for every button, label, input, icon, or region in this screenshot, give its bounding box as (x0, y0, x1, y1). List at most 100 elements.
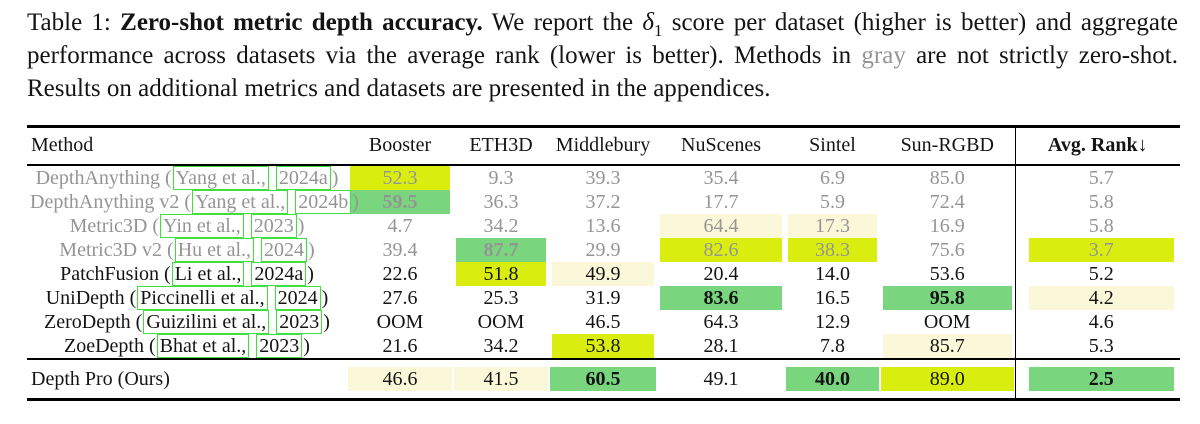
value-cell-avg-rank: 2.5 (1014, 359, 1180, 400)
method-name: DepthAnything ( (35, 166, 172, 189)
value: 5.2 (1088, 263, 1114, 285)
citation-link[interactable]: Guizilini et al., (143, 309, 270, 334)
citation-link[interactable]: 2024b (295, 189, 352, 214)
value-cell-sun-rgbd: 85.7 (880, 334, 1015, 359)
value-cell-nuscenes: 20.4 (657, 262, 785, 286)
value-cell-sintel: 5.9 (785, 190, 880, 214)
highlighted-value-best: 60.5 (550, 367, 656, 391)
method-name: ZeroDepth ( (44, 310, 143, 333)
table-row: Metric3D v2 (Hu et al., 2024) 39.4 87.7 29.… (27, 237, 1180, 262)
results-table: Method Booster ETH3D Middlebury NuScenes… (27, 125, 1180, 401)
value-cell-nuscenes: 35.4 (657, 165, 785, 190)
value-cell-eth3d: 9.3 (453, 165, 549, 190)
value: 22.6 (382, 263, 418, 285)
value-cell-avg-rank: 4.6 (1014, 310, 1180, 334)
caption-text: are not strictly zero-shot. Results on a… (27, 42, 1178, 102)
method-name: ZoeDepth ( (64, 334, 156, 357)
value-cell-middlebury: 29.9 (549, 238, 657, 262)
value: 4.6 (1088, 311, 1114, 333)
method-cell: Metric3D v2 (Hu et al., 2024) (27, 237, 347, 262)
method-cell: ZoeDepth (Bhat et al., 2023) (27, 333, 347, 359)
value-cell-eth3d: 87.7 (453, 238, 549, 262)
citation-link[interactable]: Yin et al., (159, 213, 244, 238)
value-cell-eth3d: 36.3 (453, 190, 549, 214)
highlighted-value-third: 85.7 (883, 334, 1012, 358)
method-name: ) (308, 238, 315, 261)
value-cell-nuscenes: 82.6 (657, 238, 785, 262)
value: 20.4 (703, 263, 739, 285)
value-cell-nuscenes: 64.4 (657, 214, 785, 238)
method-cell: ZeroDepth (Guizilini et al., 2023) (27, 309, 347, 334)
citation-link[interactable]: Hu et al., (174, 237, 255, 262)
column-header-eth3d: ETH3D (453, 126, 549, 166)
method-name: Metric3D v2 ( (59, 238, 174, 261)
value: OOM (376, 311, 424, 333)
value: 13.6 (585, 215, 621, 237)
value-cell-sun-rgbd: 89.0 (880, 359, 1015, 400)
value-cell-sun-rgbd: 72.4 (880, 190, 1015, 214)
citation-link[interactable]: Li et al., (171, 261, 245, 286)
highlighted-value-second: 51.8 (456, 262, 546, 286)
table-final-row-section: Depth Pro (Ours) 46.6 41.5 60.5 49.1 40.0 89.0… (27, 359, 1180, 400)
column-header-booster: Booster (347, 126, 453, 166)
method-name: ) (352, 190, 359, 213)
highlighted-value-second: 38.3 (788, 238, 877, 262)
value-cell-eth3d: OOM (453, 310, 549, 334)
value-cell-sintel: 12.9 (785, 310, 880, 334)
value: 35.4 (703, 167, 739, 189)
citation-link[interactable]: 2023 (250, 213, 297, 238)
value: 85.0 (929, 167, 965, 189)
citation-link[interactable]: Yang et al., (192, 189, 289, 214)
highlighted-value-third: 41.5 (454, 367, 548, 391)
value-cell-avg-rank: 5.8 (1014, 214, 1180, 238)
citation-link[interactable]: Yang et al., (172, 165, 269, 190)
value-cell-sintel: 38.3 (785, 238, 880, 262)
method-name: ) (331, 166, 339, 189)
highlighted-value-second: 89.0 (881, 367, 1014, 391)
value: 49.1 (703, 368, 739, 390)
method-cell: PatchFusion (Li et al., 2024a) (27, 261, 347, 286)
column-header-sintel: Sintel (785, 126, 880, 166)
caption-gray-word: gray (861, 42, 906, 69)
delta-symbol: δ (642, 9, 654, 36)
table-row: DepthAnything (Yang et al., 2024a) 52.3 9.… (27, 165, 1180, 190)
value-cell-booster: 22.6 (347, 262, 453, 286)
value: OOM (923, 311, 971, 333)
value: 9.3 (488, 167, 514, 189)
value-cell-sun-rgbd: OOM (880, 310, 1015, 334)
method-cell: Metric3D (Yin et al., 2023) (27, 213, 347, 238)
value-cell-sun-rgbd: 85.0 (880, 165, 1015, 190)
method-name: Metric3D ( (69, 214, 159, 237)
citation-link[interactable]: 2023 (276, 309, 323, 334)
citation-link[interactable]: 2024a (251, 261, 307, 286)
caption-text: score per dataset (higher is better) and… (27, 9, 1178, 69)
value-cell-booster: 52.3 (347, 165, 453, 190)
citation-link[interactable]: 2024a (275, 165, 331, 190)
method-cell: DepthAnything v2 (Yang et al., 2024b) (27, 189, 359, 214)
value-cell-sun-rgbd: 95.8 (880, 286, 1015, 310)
citation-link[interactable]: 2024 (261, 237, 308, 262)
highlighted-value-second: 3.7 (1028, 238, 1174, 262)
value-cell-booster: 59.5 (347, 190, 453, 214)
value: 34.2 (483, 215, 519, 237)
value-cell-avg-rank: 5.8 (1014, 190, 1180, 214)
header-row: Method Booster ETH3D Middlebury NuScenes… (27, 126, 1180, 166)
citation-link[interactable]: 2023 (256, 333, 303, 358)
highlighted-value-best: 95.8 (883, 286, 1012, 310)
citation-link[interactable]: 2024 (274, 285, 321, 310)
table-row: UniDepth (Piccinelli et al., 2024) 27.6 25… (27, 285, 1180, 310)
method-name: DepthAnything v2 ( (30, 190, 192, 213)
citation-link[interactable]: Piccinelli et al., (137, 285, 268, 310)
caption-title: Zero-shot metric depth accuracy. (120, 9, 483, 36)
value: 39.3 (585, 167, 621, 189)
value-cell-booster: 4.7 (347, 214, 453, 238)
citation-link[interactable]: Bhat et al., (156, 333, 250, 358)
highlighted-value-third: 49.9 (552, 262, 654, 286)
value-cell-nuscenes: 28.1 (657, 334, 785, 359)
method-cell: DepthAnything (Yang et al., 2024a) (27, 165, 347, 190)
method-name: UniDepth ( (45, 286, 137, 309)
method-name: ) (297, 214, 305, 237)
column-header-sun-rgbd: Sun-RGBD (880, 126, 1015, 166)
value-cell-avg-rank: 5.2 (1014, 262, 1180, 286)
